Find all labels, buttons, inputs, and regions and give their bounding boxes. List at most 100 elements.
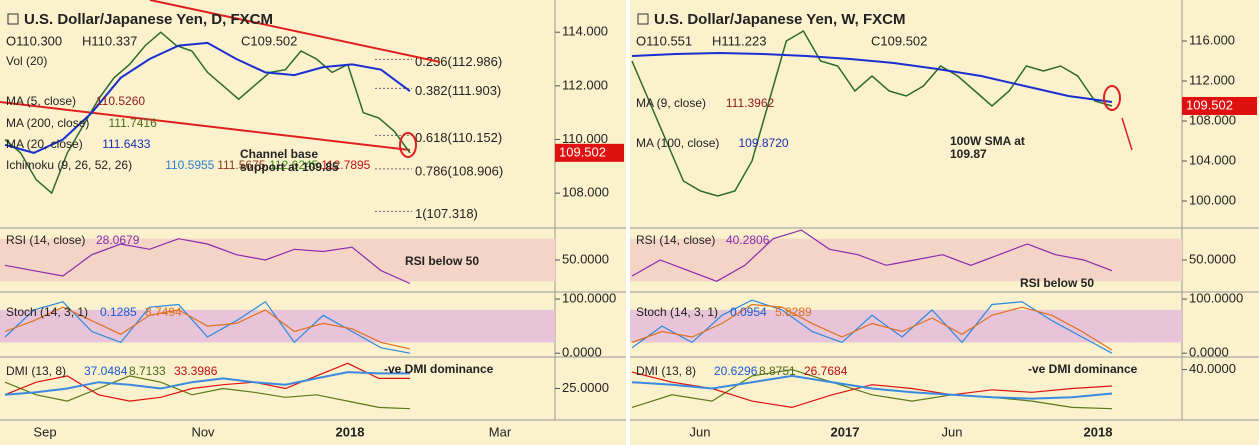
fib-label: 0.786(108.906): [415, 163, 503, 178]
x-tick-label: Sep: [33, 424, 56, 439]
y-tick-label: 116.000: [1189, 32, 1235, 47]
panel-note: -ve DMI dominance: [384, 362, 494, 376]
legend-value: 112.6245: [269, 158, 318, 172]
stoch-d-line: [4, 306, 411, 350]
panel-reading: 8.7133: [129, 364, 166, 378]
legend-value: 110.5260: [96, 94, 145, 108]
rsi-band: [0, 238, 555, 282]
stoch-k-line: [631, 299, 1113, 354]
annotation: 109.87: [950, 147, 987, 161]
y-tick-label: 0.0000: [1189, 345, 1229, 360]
pane-title: U.S. Dollar/Japanese Yen, W, FXCM: [654, 11, 905, 28]
legend-value: 109.8720: [739, 136, 789, 150]
dmi-plus-line: [4, 375, 411, 410]
dmi-plus-line: [631, 368, 1113, 410]
y-tick-label: 100.0000: [1189, 290, 1243, 305]
y-tick-label: 0.0000: [562, 345, 602, 360]
legend-label: MA (9, close): [636, 96, 706, 110]
y-tick-label: 114.000: [562, 24, 608, 39]
pane-title: U.S. Dollar/Japanese Yen, D, FXCM: [24, 11, 273, 28]
y-tick-label: 108.000: [1189, 112, 1236, 127]
ohlc-value: C109.502: [871, 33, 927, 48]
y-tick-label: 50.0000: [562, 251, 609, 266]
channel-line: [149, 0, 441, 63]
pane-bg: [0, 0, 626, 445]
panel-reading: 0.1285: [100, 305, 137, 319]
panel-reading: 26.7684: [804, 364, 848, 378]
x-tick-label: 2018: [336, 424, 365, 439]
y-tick-label: 108.000: [562, 185, 609, 200]
ohlc-value: O110.300: [6, 33, 62, 48]
panel-note: RSI below 50: [1020, 276, 1094, 290]
panel-reading: 28.0679: [96, 233, 140, 247]
legend-value: 112.7895: [321, 158, 370, 172]
fib-label: 0.618(110.152): [415, 130, 502, 145]
panel-reading: 0.0954: [730, 305, 767, 319]
y-tick-label: 100.000: [1189, 192, 1236, 207]
stoch-d-line: [631, 303, 1113, 351]
fib-label: 0.382(111.903): [415, 83, 501, 98]
panel-label: RSI (14, close): [6, 233, 85, 247]
channel-line: [0, 101, 411, 151]
ohlc-value: O110.551: [636, 33, 692, 48]
panel-note: -ve DMI dominance: [1028, 362, 1138, 376]
y-tick-label: 104.000: [1189, 152, 1236, 167]
x-tick-label: Nov: [191, 424, 215, 439]
x-tick-label: 2018: [1084, 424, 1113, 439]
legend-label: MA (5, close): [6, 94, 76, 108]
ohlc-value: C109.502: [241, 33, 297, 48]
panel-label: RSI (14, close): [636, 233, 715, 247]
y-tick-label: 25.0000: [562, 380, 609, 395]
annotation: Channel base: [240, 147, 318, 161]
fib-label: 1(107.318): [415, 206, 478, 221]
y-tick-label: 50.0000: [1189, 251, 1236, 266]
last-price-box: [555, 143, 624, 162]
legend-label: MA (200, close): [6, 116, 89, 130]
x-tick-label: Jun: [690, 424, 711, 439]
x-tick-label: Jun: [942, 424, 963, 439]
rsi-line: [4, 238, 411, 285]
stoch-band: [0, 309, 555, 343]
y-tick-label: 100.0000: [562, 290, 616, 305]
ma-line: [4, 41, 411, 154]
legend-value: 111.6433: [102, 137, 151, 151]
y-tick-label: 40.0000: [1189, 361, 1236, 376]
rsi-line: [631, 229, 1113, 282]
panel-reading: 40.2806: [726, 233, 770, 247]
arrow: [1121, 117, 1133, 151]
legend-value: 111.5675: [217, 158, 266, 172]
legend-label: Ichimoku (9, 26, 52, 26): [6, 158, 132, 172]
last-price-label: 109.502: [1186, 97, 1233, 112]
legend-label: MA (20, close): [6, 137, 83, 151]
panel-reading: 20.6296: [714, 364, 758, 378]
pane-icon: [7, 13, 19, 25]
adx-line: [4, 371, 410, 396]
legend-label: Vol (20): [6, 54, 47, 68]
panel-reading: 8.8751: [759, 364, 796, 378]
x-tick-label: Mar: [489, 424, 512, 439]
dmi-minus-line: [4, 362, 410, 402]
panel-label: Stoch (14, 3, 1): [636, 305, 718, 319]
y-tick-label: 112.000: [562, 77, 608, 92]
rsi-band: [630, 238, 1182, 282]
panel-reading: 33.3986: [174, 364, 218, 378]
ohlc-value: H110.337: [82, 33, 137, 48]
x-tick-label: 2017: [831, 424, 860, 439]
ohlc-value: H111.223: [712, 33, 766, 48]
annotation: support at 109.85: [240, 160, 339, 174]
panel-label: DMI (13, 8): [636, 364, 696, 378]
legend-value: 111.3962: [726, 96, 775, 110]
price-line: [4, 31, 411, 195]
fib-label: 0.236(112.986): [415, 54, 502, 69]
legend-value: 111.7416: [109, 116, 158, 130]
annotation: 100W SMA at: [950, 134, 1025, 148]
panel-reading: 37.0484: [84, 364, 128, 378]
adx-line: [631, 374, 1113, 400]
panel-label: Stoch (14, 3, 1): [6, 305, 88, 319]
last-price-label: 109.502: [559, 144, 606, 159]
last-price-box: [1182, 96, 1257, 115]
ma-line: [631, 51, 1113, 103]
highlight-circle: [399, 132, 417, 158]
highlight-circle: [1103, 85, 1121, 111]
